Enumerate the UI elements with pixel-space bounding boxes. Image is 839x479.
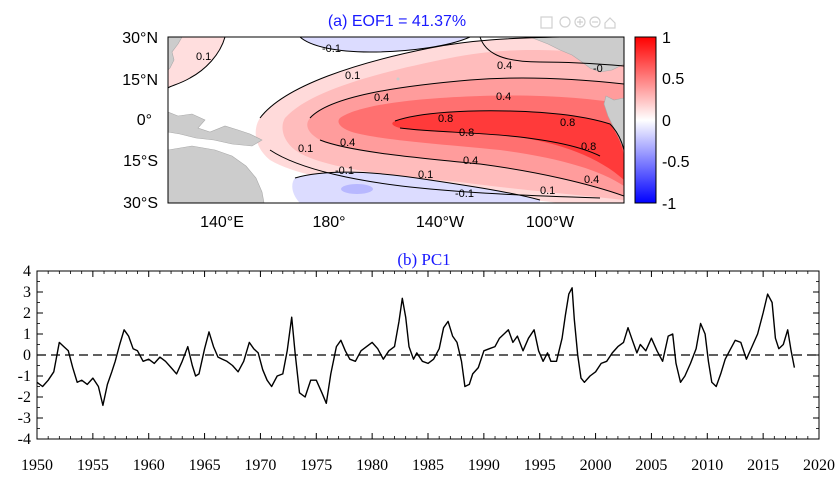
contour-label: 0.4 [584, 174, 599, 186]
x-tick-label: 1975 [300, 457, 332, 474]
lat-tick-label: 30°N [122, 30, 158, 47]
y-tick-label: 3 [23, 284, 31, 301]
x-tick-label: 2015 [747, 457, 779, 474]
contour-0.1-south [269, 149, 601, 199]
contour-label: 0.8 [459, 127, 474, 139]
colorbar-tick-label: -1 [662, 196, 676, 213]
land-hawaii [396, 77, 400, 81]
pan-icon[interactable] [559, 16, 571, 28]
colorbar: 1 0.5 0 -0.5 -1 [634, 30, 690, 213]
contour-lines [168, 37, 624, 201]
y-tick-label: 4 [23, 263, 31, 280]
map-lon-axis: 140°E 180° 140°W 100°W [200, 214, 575, 231]
x-tick-label: 1950 [21, 457, 53, 474]
contour-label: -0.1 [322, 43, 341, 55]
contour-0.1-outer [259, 37, 561, 119]
figure-toolbar [540, 16, 616, 29]
map-title: (a) EOF1 = 41.37% [328, 13, 466, 30]
lon-tick-label: 140°W [416, 214, 465, 231]
field-positive-northwest [168, 37, 225, 88]
x-tick-label: 2010 [691, 457, 723, 474]
home-icon[interactable] [604, 17, 616, 29]
contour-label: -0.1 [335, 165, 354, 177]
x-tick-label: 2005 [635, 457, 667, 474]
contour-label: 0.1 [418, 169, 433, 181]
lat-tick-label: 0° [137, 112, 152, 129]
contour-label: -0.1 [455, 188, 474, 200]
zoom-out-icon[interactable] [589, 16, 601, 28]
contour-label: 0.4 [497, 60, 512, 72]
pc-plot: 1950 1955 1960 1965 1970 1975 1980 1985 1990 1995… [18, 263, 835, 474]
contour-0.8 [394, 110, 624, 157]
lat-tick-label: 15°N [122, 72, 158, 89]
x-tick-label: 1990 [468, 457, 500, 474]
save-icon[interactable] [540, 16, 553, 29]
contour-label: 0.1 [345, 70, 360, 82]
contour-label: 0.4 [340, 137, 355, 149]
colorbar-gradient [634, 36, 657, 204]
map-lat-axis: 30°N 15°N 0° 15°S 30°S [122, 30, 158, 212]
colorbar-tick-label: -0.5 [662, 154, 690, 171]
contour-labels: 0.1 -0.1 0.1 0.4 0.4 0.4 0.8 0.8 0.8 0.8… [196, 43, 603, 200]
x-tick-label: 1960 [133, 457, 165, 474]
y-tick-label: -4 [18, 431, 31, 448]
y-tick-label: 0 [23, 347, 31, 364]
contour-neg-0.1-north [299, 37, 471, 53]
pc1-series-line [36, 287, 796, 407]
contour-label: 0.4 [496, 91, 511, 103]
colorbar-tick-label: 1 [662, 30, 671, 47]
x-tick-label: 2020 [803, 457, 835, 474]
x-tick-label: 1995 [524, 457, 556, 474]
colorbar-tick-label: 0.5 [662, 71, 684, 88]
x-tick-label: 1985 [412, 457, 444, 474]
lat-tick-label: 15°S [123, 153, 158, 170]
y-tick-label: -1 [18, 368, 31, 385]
contour-label: 0.8 [560, 117, 575, 129]
map-area: 0.1 -0.1 0.1 0.4 0.4 0.4 0.8 0.8 0.8 0.8… [168, 37, 624, 203]
contour-0.1-northwest [168, 37, 226, 89]
field-negative-north [300, 37, 470, 52]
lat-tick-label: 30°S [123, 195, 158, 212]
land-north-america [529, 37, 624, 73]
contour-label: 0.4 [463, 155, 478, 167]
land-australia [168, 145, 265, 203]
pc-title: (b) PC1 [397, 250, 450, 269]
contour-0.4 [309, 77, 624, 197]
map-frame [167, 36, 625, 204]
x-tick-label: 1980 [356, 457, 388, 474]
contour-label: -0 [593, 63, 603, 75]
contour-neg-0.1-south [294, 171, 541, 201]
y-tick-label: -2 [18, 389, 31, 406]
contour-label: 0.8 [581, 141, 596, 153]
x-tick-label: 1955 [77, 457, 109, 474]
lon-tick-label: 100°W [526, 214, 575, 231]
x-tick-label: 1965 [189, 457, 221, 474]
x-tick-label: 2000 [580, 457, 612, 474]
y-tick-label: -3 [18, 410, 31, 427]
colorbar-tick-label: 0 [662, 113, 671, 130]
y-tick-label: 2 [23, 305, 31, 322]
contour-label: 0.8 [438, 113, 453, 125]
contour-label: 0.1 [298, 143, 313, 155]
y-tick-label: 1 [23, 326, 31, 343]
contour-label: 0.1 [196, 51, 211, 63]
field-negative-core [341, 184, 373, 194]
land-maritime-continent [168, 111, 263, 147]
lon-tick-label: 140°E [200, 214, 244, 231]
x-tick-label: 1970 [244, 457, 276, 474]
contour-label: 0.4 [374, 92, 389, 104]
field-band-0.8 [392, 110, 624, 180]
zoom-in-icon[interactable] [574, 16, 586, 28]
contour-0.4-east [479, 37, 624, 67]
lon-tick-label: 180° [312, 214, 345, 231]
contour-label: 0.1 [540, 185, 555, 197]
